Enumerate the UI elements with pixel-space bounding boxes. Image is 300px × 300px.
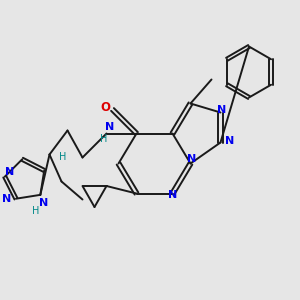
Text: N: N [168,190,177,200]
Text: N: N [4,167,14,177]
Text: N: N [225,136,234,146]
Text: N: N [188,154,196,164]
Text: H: H [59,152,67,163]
Text: O: O [100,100,110,114]
Text: N: N [106,122,115,133]
Text: H: H [100,134,107,145]
Text: N: N [2,194,12,204]
Text: N: N [218,105,226,115]
Text: N: N [39,198,48,208]
Text: H: H [32,206,40,216]
